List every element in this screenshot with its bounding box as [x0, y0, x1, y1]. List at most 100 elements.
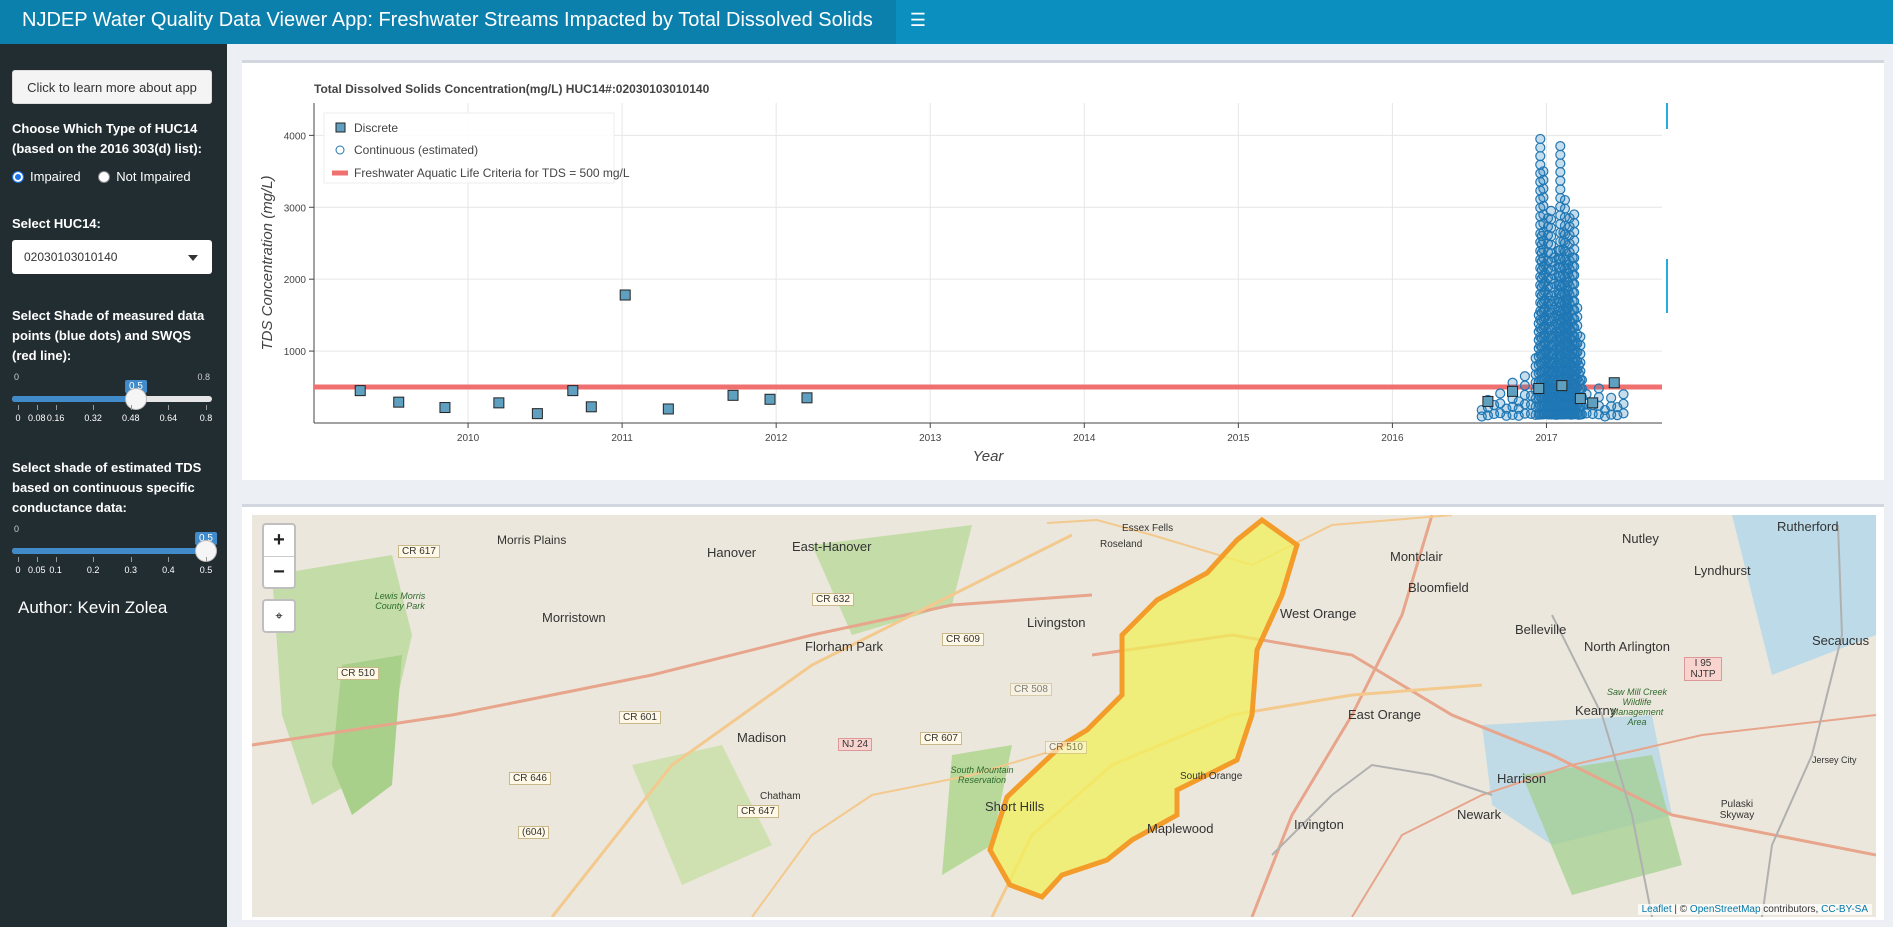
- learn-more-button[interactable]: Click to learn more about app: [12, 70, 212, 104]
- continuous-point: [1545, 239, 1557, 250]
- slider2-track[interactable]: 0.5: [12, 532, 217, 562]
- discrete-point: [619, 289, 631, 301]
- legend-criteria-label: Freshwater Aquatic Life Criteria for TDS…: [354, 166, 630, 180]
- place-label: Secaucus: [1812, 633, 1870, 648]
- continuous-point: [1555, 184, 1566, 195]
- continuous-point: [1569, 270, 1580, 281]
- continuous-point: [1575, 340, 1586, 351]
- zoom-control: + −: [262, 523, 296, 589]
- slider2-fill: [12, 548, 206, 554]
- huc14-boundary[interactable]: [987, 516, 1300, 900]
- continuous-point: [1593, 383, 1604, 394]
- radio-not-impaired[interactable]: Not Impaired: [98, 169, 191, 184]
- y-tick-label: 4000: [284, 131, 307, 142]
- zoom-out-button[interactable]: −: [273, 561, 285, 583]
- discrete-point: [493, 397, 505, 409]
- continuous-point: [1618, 408, 1629, 419]
- x-tick-label: 2017: [1535, 433, 1558, 444]
- map-background: [252, 515, 1876, 917]
- place-label: Rutherford: [1777, 519, 1839, 534]
- slider-tick: [93, 405, 95, 410]
- slider-tick-label: 0: [15, 413, 21, 423]
- continuous-point: [1555, 175, 1566, 186]
- slider-tick: [36, 405, 38, 410]
- continuous-point: [1569, 226, 1580, 237]
- continuous-point: [1572, 320, 1583, 331]
- shade-measured-label: Select Shade of measured data points (bl…: [12, 308, 205, 363]
- radio-impaired-label: Impaired: [30, 169, 81, 184]
- slider-tick-label: 0.32: [84, 413, 102, 423]
- leaflet-link[interactable]: Leaflet: [1641, 904, 1672, 915]
- continuous-point: [1538, 166, 1549, 177]
- zoom-in-button[interactable]: +: [264, 525, 294, 557]
- continuous-point: [1559, 194, 1571, 206]
- continuous-point: [1575, 348, 1586, 360]
- radio-impaired-dot[interactable]: [12, 171, 24, 183]
- x-tick-label: 2016: [1381, 433, 1404, 444]
- huc14-select[interactable]: 02030103010140: [12, 240, 212, 274]
- discrete-point: [393, 396, 405, 408]
- slider-tick: [55, 405, 57, 410]
- slider1-track[interactable]: 0.5: [12, 380, 212, 410]
- continuous-point: [1575, 357, 1586, 368]
- slider-tick-label: 0.1: [49, 565, 62, 575]
- legend-box: [323, 112, 615, 184]
- slider-tick: [36, 557, 38, 562]
- continuous-point: [1569, 278, 1580, 290]
- hamburger-icon[interactable]: ☰: [909, 10, 927, 30]
- discrete-point: [567, 385, 579, 397]
- road-label: CR 510: [337, 667, 379, 680]
- chart-title: Total Dissolved Solids Concentration(mg/…: [314, 82, 710, 96]
- continuous-point: [1555, 149, 1566, 160]
- discrete-point: [354, 385, 366, 397]
- place-label: East Orange: [1348, 707, 1421, 722]
- app-title: NJDEP Water Quality Data Viewer App: Fre…: [0, 0, 896, 44]
- place-label: North Arlington: [1584, 639, 1670, 654]
- continuous-point: [1538, 192, 1549, 203]
- discrete-point: [1507, 385, 1519, 397]
- attribution-sep: | ©: [1671, 904, 1690, 915]
- road-label: CR 632: [812, 593, 854, 606]
- continuous-point: [1572, 302, 1583, 314]
- place-label: Belleville: [1515, 622, 1567, 637]
- author-text: Author: Kevin Zolea: [18, 598, 168, 617]
- tds-chart[interactable]: Total Dissolved Solids Concentration(mg/…: [242, 63, 1882, 478]
- slider1-max: 0.8: [197, 372, 210, 382]
- slider-tick-label: 0.3: [124, 565, 138, 575]
- road-label: CR 607: [920, 732, 962, 745]
- continuous-point: [1519, 371, 1530, 382]
- place-label: Morristown: [542, 610, 606, 625]
- slider-tick-label: 0.8: [199, 413, 213, 423]
- osm-link[interactable]: OpenStreetMap: [1689, 904, 1761, 915]
- radio-impaired[interactable]: Impaired: [12, 169, 81, 184]
- slider1-handle[interactable]: [125, 388, 147, 410]
- leaflet-map[interactable]: Morris Plains Hanover East-Hanover Essex…: [252, 515, 1876, 917]
- license-link[interactable]: CC-BY-SA: [1821, 904, 1868, 915]
- slider-tick: [206, 557, 207, 562]
- radio-not-impaired-dot[interactable]: [98, 171, 111, 183]
- continuous-point: [1569, 244, 1580, 255]
- continuous-point: [1535, 151, 1546, 162]
- chart-panel: Total Dissolved Solids Concentration(mg/…: [242, 60, 1884, 480]
- slider1-fill: [12, 396, 136, 402]
- discrete-point: [1482, 395, 1494, 407]
- chevron-down-icon: [188, 255, 198, 261]
- continuous-point: [1572, 311, 1583, 322]
- fullscreen-icon[interactable]: ⌖: [262, 599, 296, 633]
- road-label: CR 510: [1045, 741, 1087, 754]
- continuous-point: [1569, 218, 1580, 229]
- place-label: Maplewood: [1147, 821, 1214, 836]
- park-label: Lewis Morris County Park: [374, 591, 426, 611]
- slider-tick-label: 0.2: [86, 565, 100, 575]
- x-tick-label: 2015: [1227, 433, 1250, 444]
- y-tick-label: 2000: [284, 275, 307, 286]
- discrete-point: [585, 401, 597, 413]
- road-label: CR 601: [619, 711, 661, 724]
- legend-discrete-swatch: [335, 122, 346, 133]
- slider-tick: [18, 405, 19, 410]
- slider-tick-label: 0.64: [159, 413, 178, 423]
- y-tick-label: 3000: [284, 203, 307, 214]
- slider-tick: [93, 557, 95, 562]
- legend-continuous-label: Continuous (estimated): [354, 143, 478, 157]
- place-label: Pulaski Skyway: [1719, 799, 1755, 821]
